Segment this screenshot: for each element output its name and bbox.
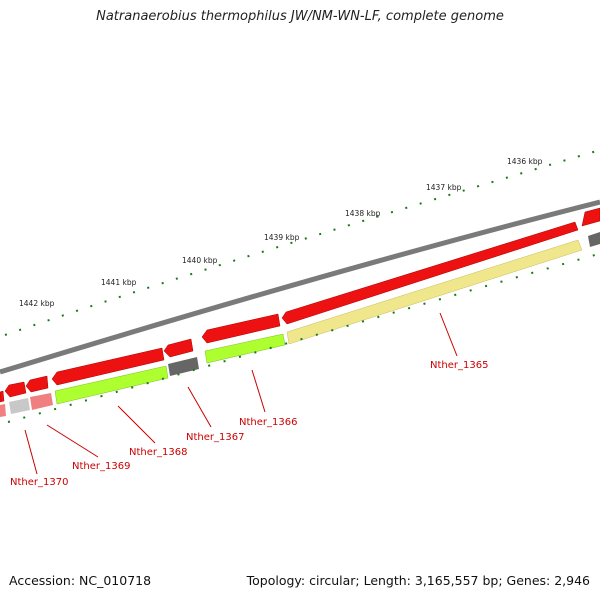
product-bar-nther-1370 — [9, 398, 30, 414]
inner-ticks — [7, 254, 596, 423]
product-bar-nther-1367 — [168, 357, 199, 376]
ruler-label-1438: 1438 kbp — [345, 209, 381, 218]
gene-label-nther-1370: Nther_1370 — [10, 477, 68, 488]
ruler-label-1437: 1437 kbp — [426, 183, 462, 192]
product-bar-left-edge — [0, 404, 6, 417]
leader-nther-1369 — [46, 424, 99, 458]
product-bar-nther-1369 — [30, 393, 53, 410]
genome-backbone — [0, 199, 600, 375]
ruler-ticks — [4, 149, 600, 336]
ruler-label-1439: 1439 kbp — [264, 233, 300, 242]
gene-arrow-far-right — [581, 207, 600, 227]
ruler-label-1436: 1436 kbp — [507, 157, 543, 166]
gene-label-nther-1369: Nther_1369 — [72, 461, 130, 472]
product-bar-nther-1365 — [286, 239, 583, 345]
product-bar-nther-1366 — [204, 333, 286, 364]
gene-arrow-nther-1369 — [25, 375, 49, 393]
ruler-label-1442: 1442 kbp — [19, 299, 55, 308]
leader-nther-1367 — [187, 386, 212, 428]
product-bar-nther-1368 — [54, 365, 169, 405]
leader-nther-1368 — [117, 405, 156, 444]
leader-nther-1370 — [24, 429, 38, 475]
genome-summary-text: Topology: circular; Length: 3,165,557 bp… — [246, 573, 590, 588]
gene-arrow-nther-1366 — [201, 313, 281, 344]
gene-label-nther-1365: Nther_1365 — [430, 360, 488, 371]
ruler-label-1441: 1441 kbp — [101, 278, 137, 287]
accession-text: Accession: NC_010718 — [9, 573, 152, 588]
gene-label-nther-1368: Nther_1368 — [129, 447, 187, 458]
leader-nther-1366 — [251, 369, 266, 413]
gene-label-nther-1367: Nther_1367 — [186, 432, 244, 443]
gene-arrow-nther-1368 — [51, 347, 165, 386]
gene-arrow-nther-1367 — [163, 338, 194, 358]
gene-label-nther-1366: Nther_1366 — [239, 417, 297, 428]
map-title: Natranaerobius thermophilus JW/NM-WN-LF,… — [96, 9, 504, 24]
gene-arrow-left-edge — [0, 390, 5, 403]
leader-nther-1365 — [439, 312, 458, 357]
product-bar-right-edge — [588, 232, 600, 247]
gene-arrow-nther-1370 — [4, 381, 27, 398]
ruler-label-1440: 1440 kbp — [182, 256, 218, 265]
gene-arrow-nther-1365 — [281, 221, 579, 325]
